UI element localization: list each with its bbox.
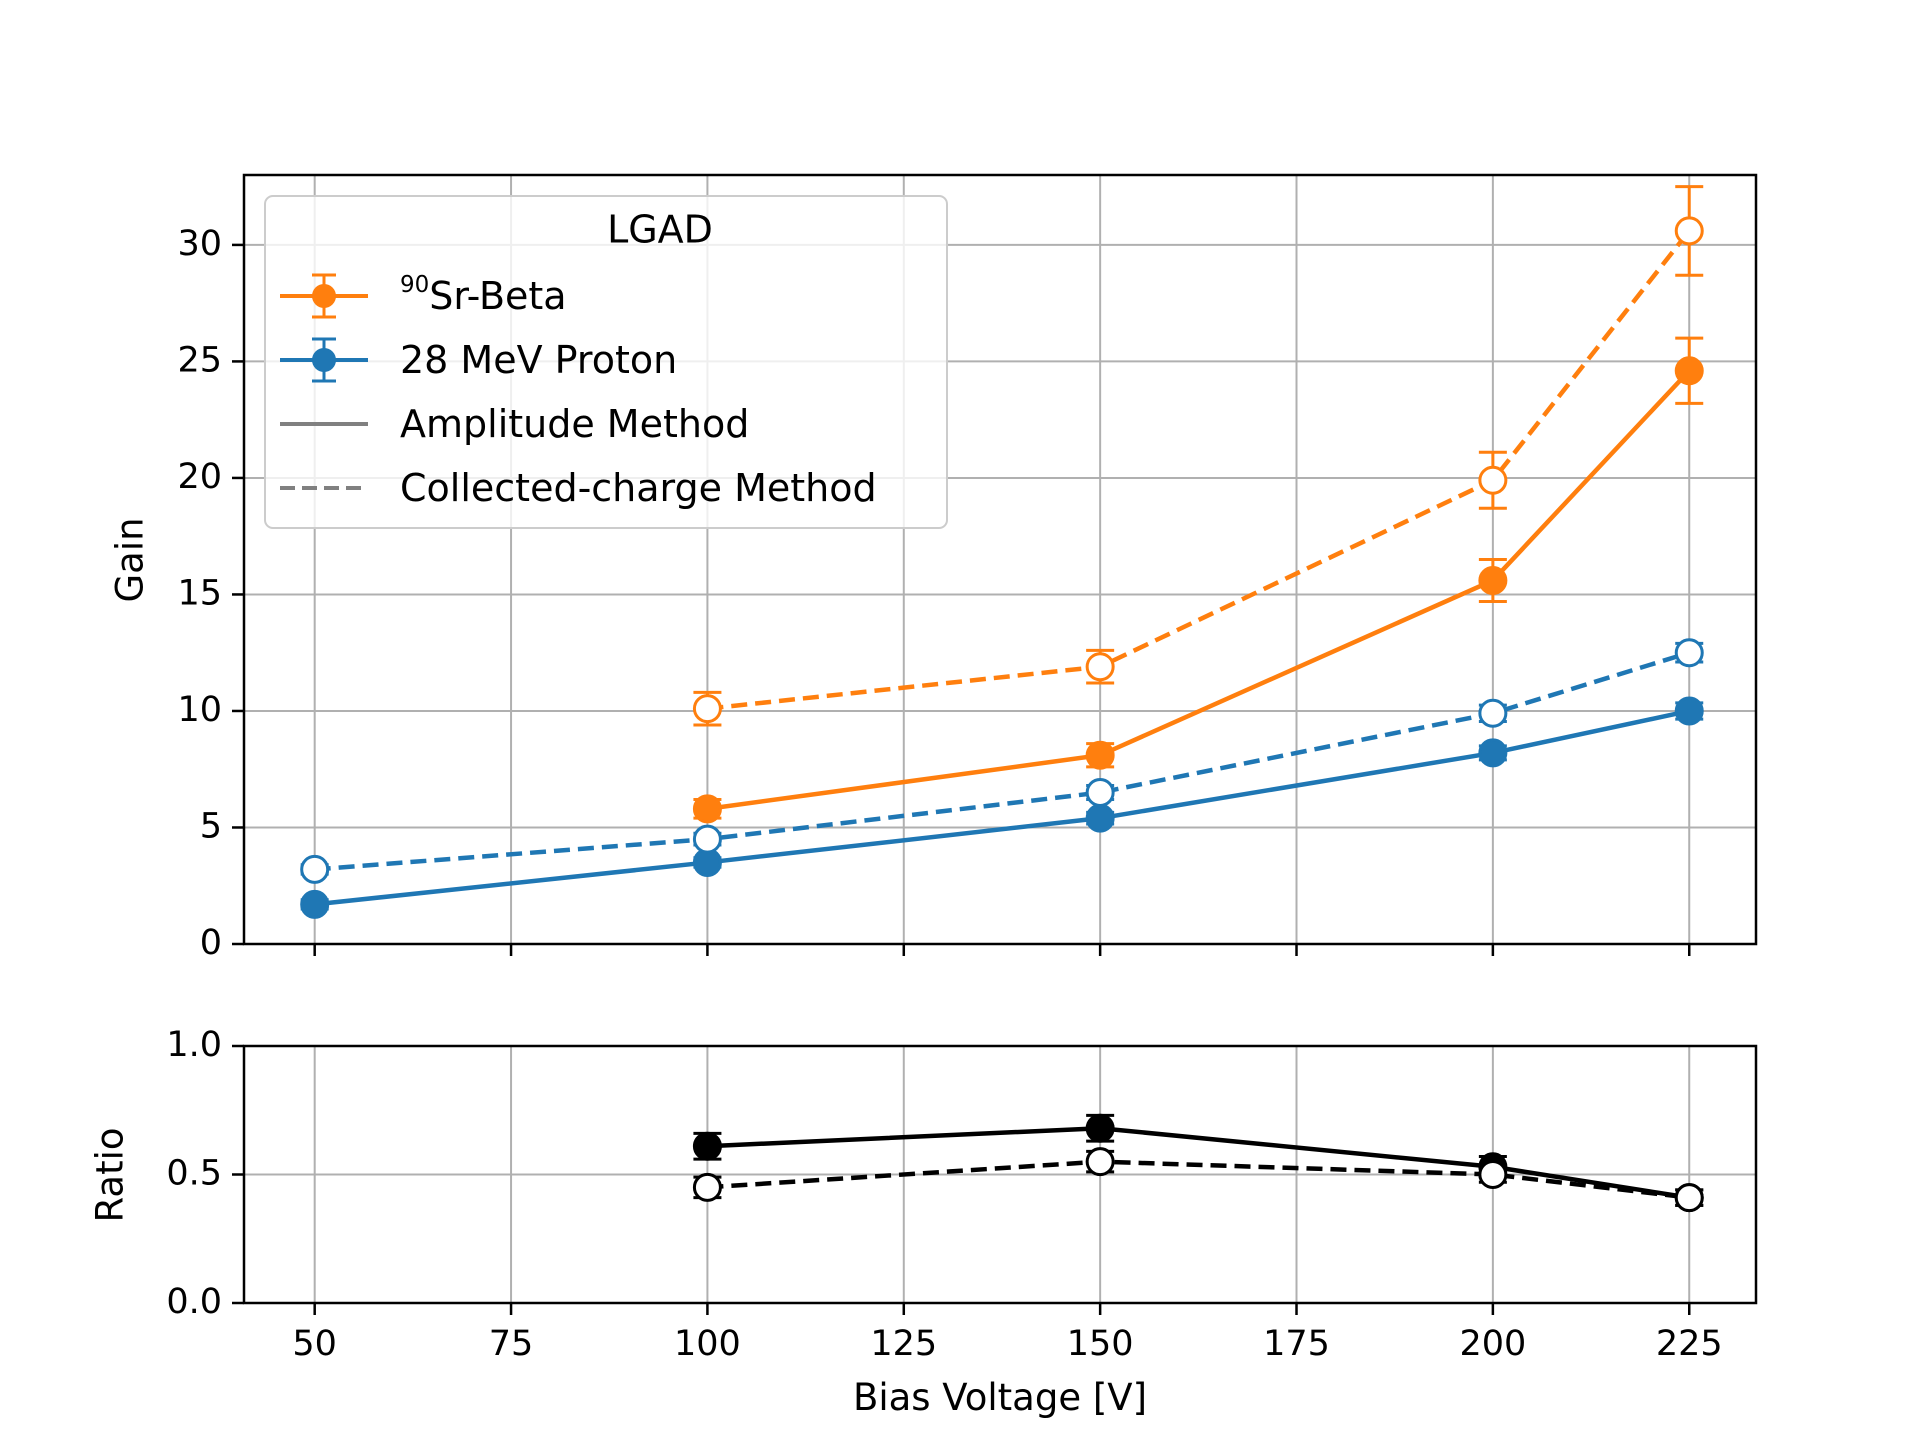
ratio-y-axis-label: Ratio xyxy=(89,1128,132,1223)
data-point xyxy=(692,1172,722,1202)
legend-entry-amplitude: Amplitude Method xyxy=(280,402,749,446)
data-point xyxy=(1478,565,1508,595)
data-point xyxy=(1478,738,1508,768)
ratio-panel-frame xyxy=(242,1044,1758,1305)
legend-proton-label: 28 MeV Proton xyxy=(400,338,677,382)
legend-sr-beta-marker xyxy=(312,284,336,308)
legend-box xyxy=(264,195,948,529)
legend-title: LGAD xyxy=(607,208,713,252)
gain-panel-x-ticks xyxy=(313,944,1691,956)
gain-y-tick-label-4: 20 xyxy=(177,457,222,497)
x-tick-label-225: 225 xyxy=(1656,1324,1723,1364)
data-point xyxy=(300,854,330,884)
data-point xyxy=(1478,698,1508,728)
gain-panel: 0 5 10 15 20 25 30 Gain LGAD 90Sr-Beta xyxy=(109,173,1758,963)
ratio-panel: 0.0 0.5 1.0 50 75 100 125 150 175 200 225 Ratio B… xyxy=(89,1025,1758,1419)
series-line xyxy=(707,1159,1690,1200)
data-point xyxy=(1674,696,1704,726)
data-point xyxy=(692,694,722,724)
legend-entry-collected-charge: Collected-charge Method xyxy=(280,466,877,510)
series-ratio-0 xyxy=(692,1113,1704,1213)
x-tick-label-75: 75 xyxy=(489,1324,534,1364)
series-gain-3 xyxy=(300,638,1704,884)
legend: LGAD 90Sr-Beta 28 MeV Proton Amplitude xyxy=(264,195,948,529)
x-tick-label-100: 100 xyxy=(674,1324,741,1364)
data-point xyxy=(1085,1147,1115,1177)
gain-y-tick-label-6: 30 xyxy=(177,224,222,264)
data-point xyxy=(692,824,722,854)
x-tick-label-125: 125 xyxy=(870,1324,937,1364)
gain-panel-series xyxy=(300,185,1704,919)
legend-collected-charge-label: Collected-charge Method xyxy=(400,466,877,510)
data-point xyxy=(1674,1183,1704,1213)
gain-y-tick-label-0: 0 xyxy=(200,923,222,963)
gain-y-tick-label-2: 10 xyxy=(177,690,222,730)
ratio-y-tick-label-2: 1.0 xyxy=(166,1025,222,1065)
legend-sr-beta-label: 90Sr-Beta xyxy=(400,272,567,318)
x-tick-label-200: 200 xyxy=(1459,1324,1526,1364)
data-point xyxy=(1085,803,1115,833)
data-point xyxy=(692,794,722,824)
gain-y-tick-label-3: 15 xyxy=(177,573,222,613)
series-gain-0 xyxy=(692,336,1704,824)
series-line xyxy=(707,229,1692,711)
series-line xyxy=(707,1125,1690,1200)
data-point xyxy=(1674,216,1704,246)
series-line xyxy=(314,650,1690,872)
gain-y-tick-label-5: 25 xyxy=(177,340,222,380)
ratio-panel-x-ticks: 50 75 100 125 150 175 200 225 xyxy=(292,1303,1723,1364)
series-ratio-1 xyxy=(692,1147,1704,1213)
data-point xyxy=(692,1131,722,1161)
data-point xyxy=(300,889,330,919)
data-point xyxy=(1085,778,1115,808)
data-point xyxy=(1674,356,1704,386)
gain-y-tick-label-1: 5 xyxy=(200,806,222,846)
data-point xyxy=(1478,1160,1508,1189)
ratio-y-tick-label-1: 0.5 xyxy=(166,1154,222,1194)
gain-y-axis-label: Gain xyxy=(109,517,152,602)
legend-entry-proton: 28 MeV Proton xyxy=(280,337,677,383)
x-tick-label-175: 175 xyxy=(1263,1324,1330,1364)
ratio-panel-y-ticks: 0.0 0.5 1.0 xyxy=(166,1025,244,1322)
x-tick-label-150: 150 xyxy=(1067,1324,1134,1364)
series-gain-2 xyxy=(300,696,1704,919)
data-point xyxy=(1085,740,1115,770)
ratio-panel-series xyxy=(692,1113,1704,1213)
x-axis-label: Bias Voltage [V] xyxy=(853,1376,1147,1419)
data-point xyxy=(1085,652,1115,682)
gain-panel-frame xyxy=(242,173,1758,946)
gain-panel-y-ticks: 0 5 10 15 20 25 30 xyxy=(177,224,244,963)
legend-entry-sr-beta: 90Sr-Beta xyxy=(280,272,567,319)
legend-proton-marker xyxy=(312,348,336,372)
series-gain-1 xyxy=(692,185,1704,727)
data-point xyxy=(1085,1113,1115,1143)
data-point xyxy=(1478,465,1508,495)
legend-amplitude-label: Amplitude Method xyxy=(400,402,749,446)
data-point xyxy=(1674,638,1704,668)
series-line xyxy=(707,369,1691,812)
x-tick-label-50: 50 xyxy=(292,1324,337,1364)
ratio-y-tick-label-0: 0.0 xyxy=(166,1282,222,1322)
